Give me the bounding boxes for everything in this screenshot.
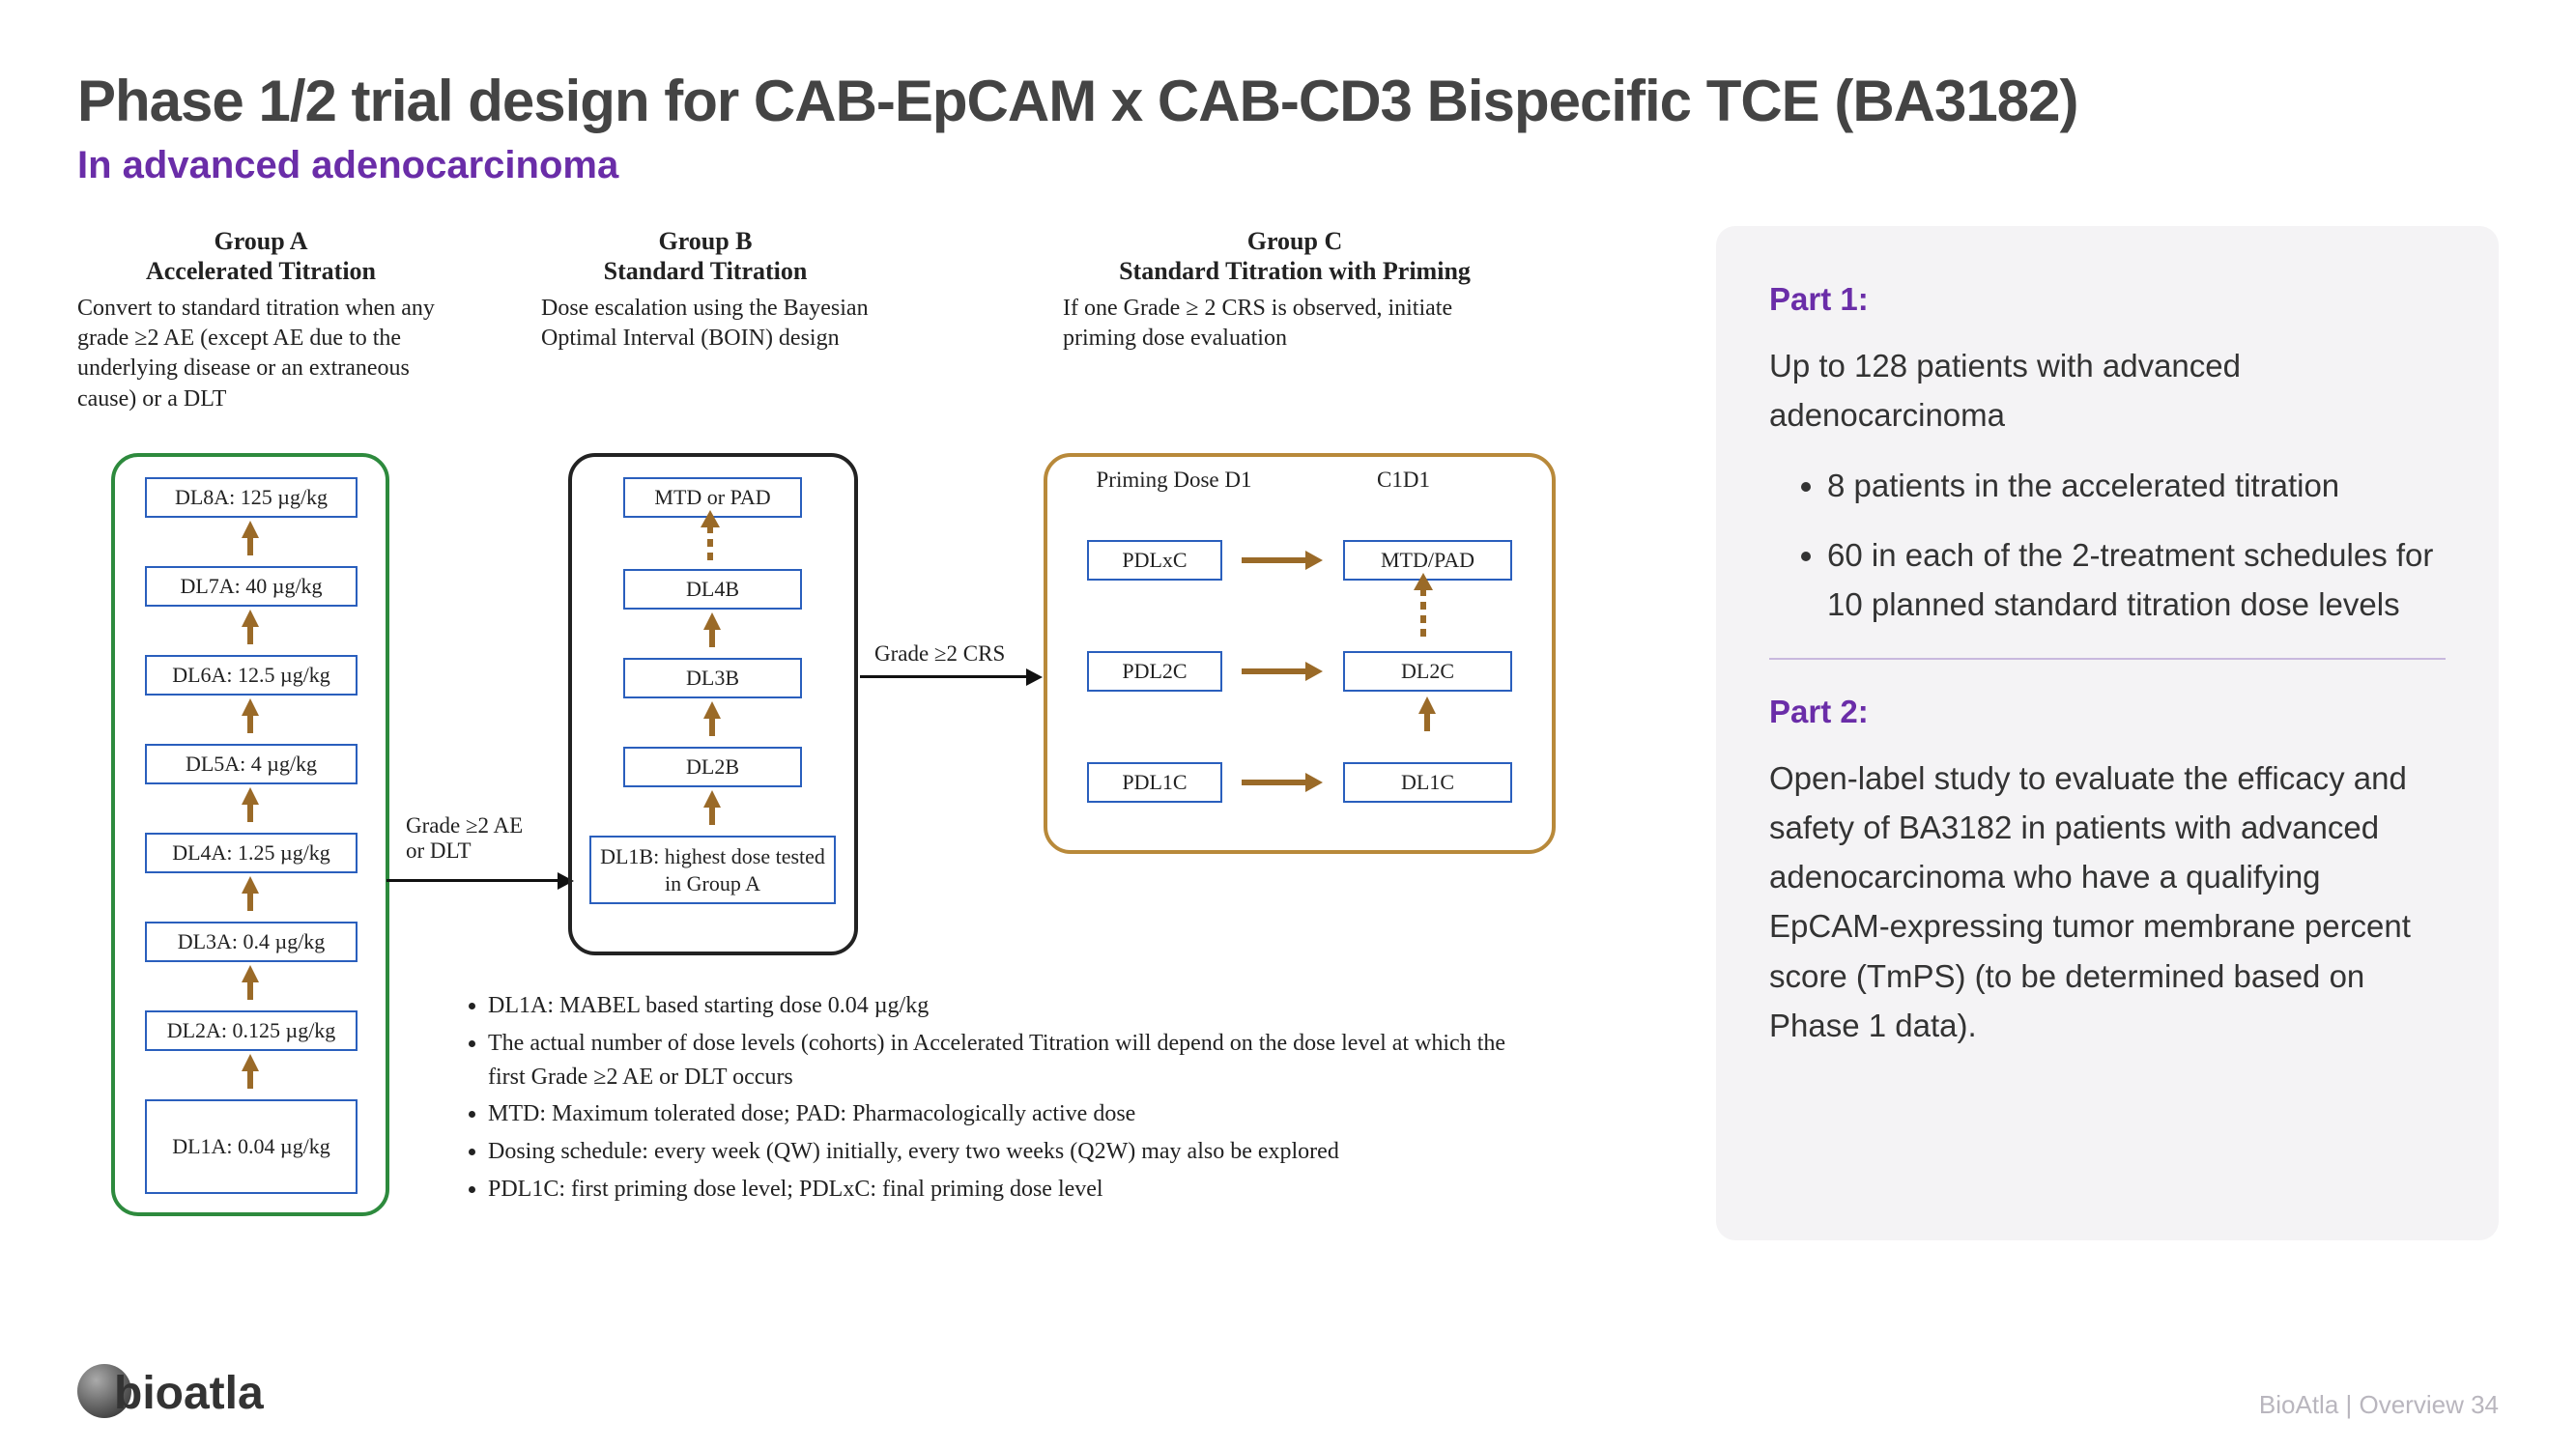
arrow-up-dashed-icon <box>707 526 713 562</box>
arrow-up-icon <box>1418 696 1436 714</box>
note: Dosing schedule: every week (QW) initial… <box>488 1135 1527 1169</box>
page-title: Phase 1/2 trial design for CAB-EpCAM x C… <box>77 68 2499 134</box>
arrow-right-icon <box>1242 557 1309 563</box>
part2-text: Open-label study to evaluate the efficac… <box>1769 753 2446 1050</box>
group-a-head: Group A Accelerated Titration <box>126 226 396 286</box>
arrow-up-icon <box>242 965 259 982</box>
part2-head: Part 2: <box>1769 687 2446 736</box>
part1-text: Up to 128 patients with advanced adenoca… <box>1769 341 2446 440</box>
arrow-right-icon <box>860 675 1029 678</box>
dl-a-6: DL6A: 12.5 µg/kg <box>145 655 358 696</box>
dl-a-3: DL3A: 0.4 µg/kg <box>145 922 358 962</box>
group-c-desc: If one Grade ≥ 2 CRS is observed, initia… <box>1063 294 1517 354</box>
dl-a-5: DL5A: 4 µg/kg <box>145 744 358 784</box>
arrow-up-icon <box>703 612 721 630</box>
dl-a-4: DL4A: 1.25 µg/kg <box>145 833 358 873</box>
note: PDL1C: first priming dose level; PDLxC: … <box>488 1173 1527 1207</box>
arrow-up-icon <box>242 787 259 805</box>
arrow-right-icon <box>1242 780 1309 785</box>
dl-a-7: DL7A: 40 µg/kg <box>145 566 358 607</box>
dl2c: DL2C <box>1343 651 1512 692</box>
dl-b-4: DL4B <box>623 569 802 610</box>
link-ab-label: Grade ≥2 AE or DLT <box>406 813 541 864</box>
trial-diagram: Group A Accelerated Titration Convert to… <box>77 226 1677 1240</box>
group-b-head: Group B Standard Titration <box>580 226 831 286</box>
arrow-right-icon <box>386 879 560 882</box>
pdl2c: PDL2C <box>1087 651 1222 692</box>
group-c-col1-head: Priming Dose D1 <box>1087 468 1261 493</box>
arrow-up-icon <box>242 876 259 894</box>
group-c-head: Group C Standard Titration with Priming <box>1092 226 1498 286</box>
pdlxc: PDLxC <box>1087 540 1222 581</box>
note: The actual number of dose levels (cohort… <box>488 1027 1527 1094</box>
footer-text: BioAtla | Overview 34 <box>2259 1390 2499 1420</box>
summary-panel: Part 1: Up to 128 patients with advanced… <box>1716 226 2499 1240</box>
part1-bullet: 8 patients in the accelerated titration <box>1827 461 2446 510</box>
arrow-up-icon <box>242 698 259 716</box>
dl-b-3: DL3B <box>623 658 802 698</box>
page-subtitle: In advanced adenocarcinoma <box>77 144 2499 187</box>
arrow-up-dashed-icon <box>1420 588 1426 637</box>
arrow-up-icon <box>242 521 259 538</box>
arrow-up-icon <box>242 1054 259 1071</box>
dl-a-2: DL2A: 0.125 µg/kg <box>145 1010 358 1051</box>
note: DL1A: MABEL based starting dose 0.04 µg/… <box>488 989 1527 1023</box>
note: MTD: Maximum tolerated dose; PAD: Pharma… <box>488 1097 1527 1131</box>
dl1c: DL1C <box>1343 762 1512 803</box>
dl-b-2: DL2B <box>623 747 802 787</box>
footnotes: DL1A: MABEL based starting dose 0.04 µg/… <box>464 989 1527 1210</box>
group-b-desc: Dose escalation using the Bayesian Optim… <box>541 294 889 354</box>
arrow-up-icon <box>703 790 721 808</box>
bioatla-logo: bioatla <box>77 1364 264 1420</box>
dl-a-8: DL8A: 125 µg/kg <box>145 477 358 518</box>
arrow-right-icon <box>1242 668 1309 674</box>
arrow-up-icon <box>242 610 259 627</box>
divider <box>1769 658 2446 660</box>
part1-head: Part 1: <box>1769 274 2446 324</box>
group-a-desc: Convert to standard titration when any g… <box>77 294 435 414</box>
arrow-up-icon <box>703 701 721 719</box>
group-c-col2-head: C1D1 <box>1377 468 1430 493</box>
dl-b-1: DL1B: highest dose tested in Group A <box>589 836 836 904</box>
link-bc-label: Grade ≥2 CRS <box>874 641 1029 667</box>
part1-bullet: 60 in each of the 2-treatment schedules … <box>1827 530 2446 629</box>
dl-a-1: DL1A: 0.04 µg/kg <box>145 1099 358 1194</box>
pdl1c: PDL1C <box>1087 762 1222 803</box>
